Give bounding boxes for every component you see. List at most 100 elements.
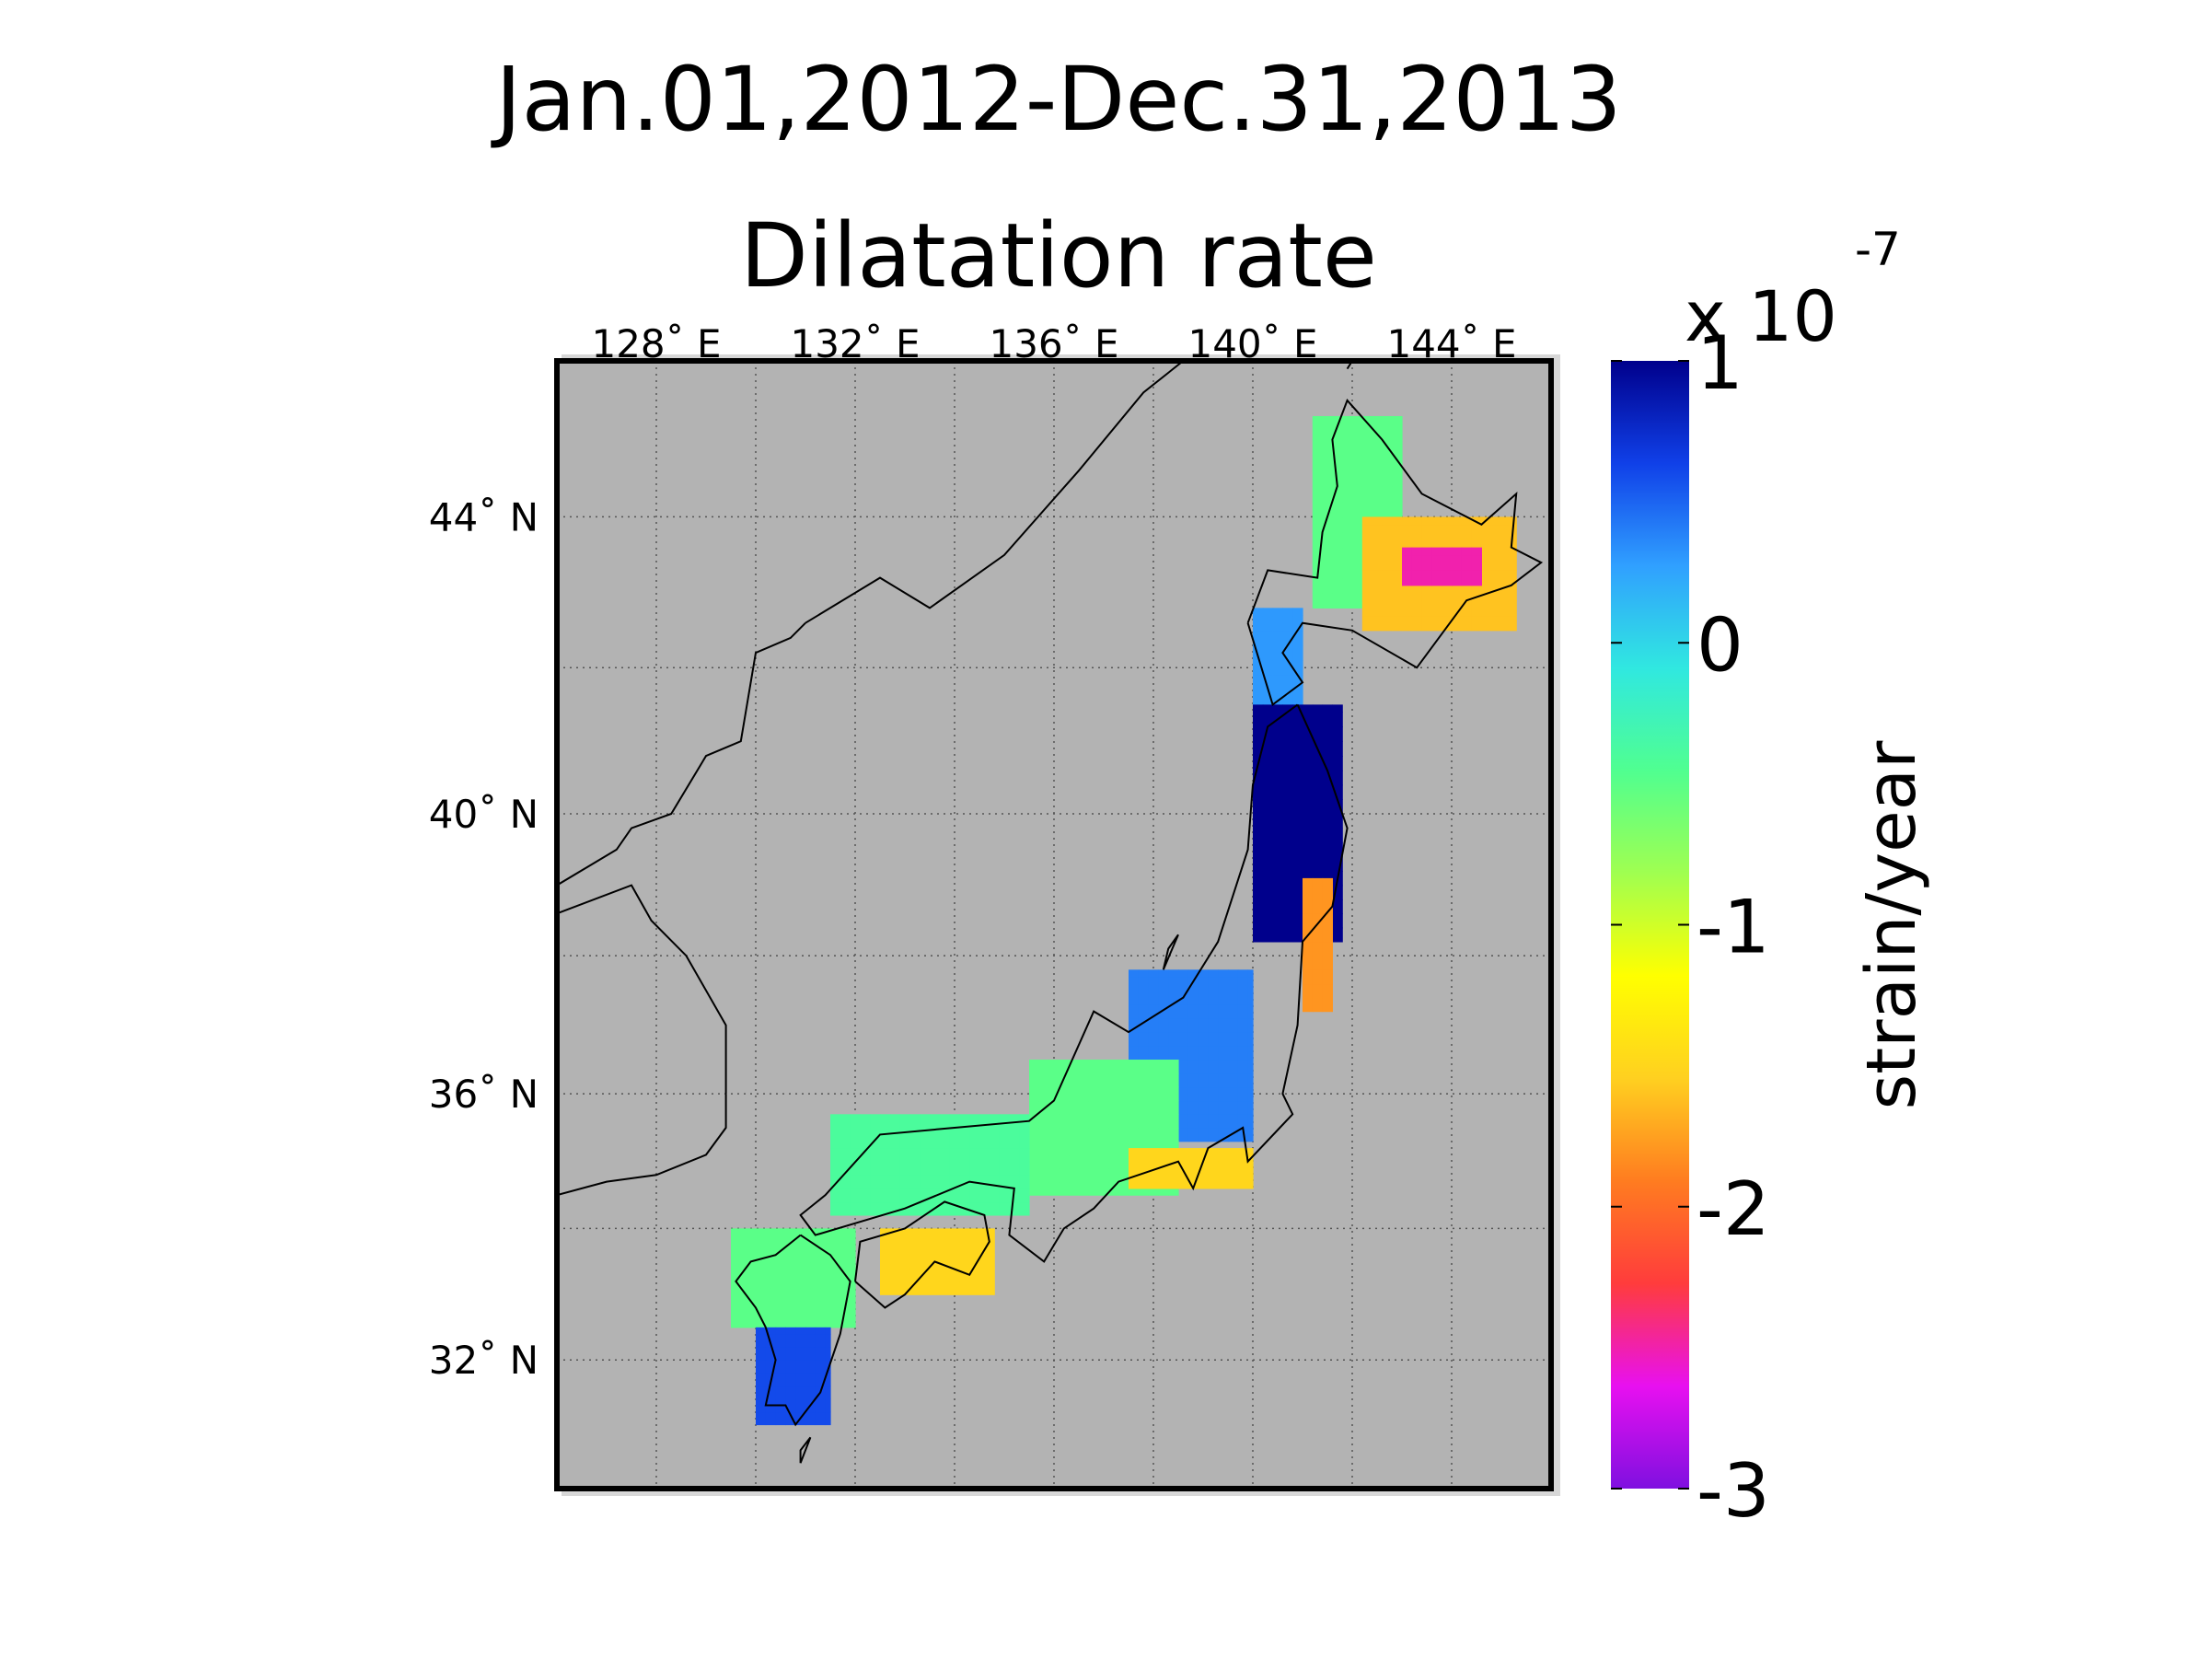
dilatation-cell <box>1059 1154 1070 1169</box>
dilatation-cell <box>1019 1161 1030 1176</box>
dilatation-cell <box>1292 856 1303 872</box>
dilatation-cell <box>1392 585 1403 601</box>
dilatation-cell <box>1272 645 1283 661</box>
dilatation-cell <box>1262 690 1274 705</box>
dilatation-cell <box>1292 770 1303 786</box>
dilatation-cell <box>840 1274 851 1289</box>
dilatation-cell <box>1237 1046 1249 1061</box>
dilatation-cell <box>1148 976 1159 991</box>
dilatation-cell <box>1292 799 1303 815</box>
dilatation-cell <box>909 1120 921 1135</box>
dilatation-cell <box>989 1255 995 1270</box>
dilatation-cell <box>1303 813 1314 829</box>
dilatation-cell <box>899 1175 910 1189</box>
dilatation-cell <box>1342 593 1353 609</box>
dilatation-cell <box>920 1201 931 1216</box>
dilatation-cell <box>1253 842 1264 858</box>
dilatation-cell <box>1178 1032 1189 1047</box>
dilatation-cell <box>810 1235 821 1249</box>
dilatation-cell <box>1038 1141 1050 1156</box>
dilatation-cell <box>830 1134 841 1149</box>
dilatation-cell <box>775 1347 786 1361</box>
dilatation-cell <box>860 1188 871 1203</box>
dilatation-cell <box>1158 1128 1169 1142</box>
dilatation-cell <box>1372 501 1383 518</box>
dilatation-cell <box>785 1398 796 1413</box>
dilatation-cell <box>1332 885 1343 900</box>
dilatation-cell <box>830 1274 841 1289</box>
dilatation-cell <box>1332 913 1343 929</box>
dilatation-cell <box>731 1301 742 1316</box>
dilatation-cell <box>1471 600 1482 617</box>
dilatation-cell <box>810 1228 821 1236</box>
dilatation-cell <box>1247 1072 1254 1088</box>
dilatation-cell <box>1148 1086 1159 1102</box>
dilatation-cell <box>785 1373 796 1387</box>
dilatation-cell <box>790 1261 802 1276</box>
dilatation-cell <box>760 1288 771 1302</box>
dilatation-cell <box>1312 726 1324 742</box>
dilatation-cell <box>1228 1072 1239 1088</box>
dilatation-cell <box>1247 1100 1254 1115</box>
dilatation-cell <box>815 1327 827 1335</box>
dilatation-cell <box>750 1274 761 1289</box>
dilatation-cell <box>1332 547 1343 563</box>
dilatation-cell <box>1019 1201 1030 1216</box>
dilatation-cell <box>989 1120 1001 1135</box>
dilatation-cell <box>1148 1128 1159 1142</box>
dilatation-cell <box>1129 1018 1140 1033</box>
dilatation-cell <box>880 1134 891 1149</box>
dilatation-cell <box>1048 1181 1060 1196</box>
dilatation-cell <box>1168 1046 1179 1061</box>
dilatation-cell <box>850 1114 861 1122</box>
dilatation-cell <box>899 1114 910 1122</box>
dilatation-cell <box>1187 1161 1199 1176</box>
dilatation-cell <box>750 1288 761 1302</box>
dilatation-cell <box>1178 1004 1189 1019</box>
dilatation-cell <box>731 1288 742 1302</box>
dilatation-cell <box>1352 501 1363 518</box>
dilatation-cell <box>1262 913 1274 929</box>
dilatation-cell <box>939 1188 951 1203</box>
dilatation-cell <box>1088 1086 1100 1102</box>
dilatation-cell <box>1471 570 1482 586</box>
dilatation-cell <box>1322 415 1333 425</box>
dilatation-cell <box>1312 756 1324 771</box>
dilatation-cell <box>1481 600 1492 617</box>
dilatation-cell <box>1218 1060 1229 1074</box>
dilatation-cell <box>1322 741 1333 757</box>
coastline <box>557 361 1544 1464</box>
map-frame <box>554 358 1554 1491</box>
dilatation-cell <box>1228 1100 1239 1115</box>
dilatation-cell <box>1292 615 1303 632</box>
dilatation-cell <box>1237 1060 1249 1074</box>
dilatation-cell <box>1501 539 1512 556</box>
dilatation-cell <box>1501 585 1512 601</box>
dilatation-cell <box>1442 547 1453 556</box>
dilatation-cell <box>1187 1046 1199 1061</box>
dilatation-cell <box>1253 885 1264 900</box>
dilatation-cell <box>1208 1060 1219 1074</box>
dilatation-cell <box>1009 1134 1020 1149</box>
dilatation-cell <box>1247 969 1254 978</box>
dilatation-cell <box>949 1134 960 1149</box>
colorbar-tick-label: -2 <box>1697 1166 1770 1252</box>
dilatation-cell <box>1322 532 1333 549</box>
dilatation-cell <box>1292 842 1303 858</box>
dilatation-cell <box>1098 1128 1109 1142</box>
colorbar-tick-label: -1 <box>1697 885 1770 970</box>
dilatation-cell <box>1272 913 1283 929</box>
dilatation-cell <box>1038 1114 1050 1129</box>
dilatation-cell <box>1118 1114 1129 1129</box>
dilatation-cell <box>1208 1046 1219 1061</box>
dilatation-cell <box>870 1148 881 1163</box>
dilatation-cell <box>1292 741 1303 757</box>
dilatation-cell <box>1237 1018 1249 1033</box>
dilatation-cell <box>1262 799 1274 815</box>
dilatation-cell <box>1228 1161 1239 1176</box>
dilatation-cell <box>999 1175 1010 1189</box>
dilatation-cell <box>1303 856 1314 872</box>
dilatation-cell <box>1361 486 1373 503</box>
dilatation-cell <box>1303 784 1314 800</box>
dilatation-cell <box>1253 712 1264 727</box>
